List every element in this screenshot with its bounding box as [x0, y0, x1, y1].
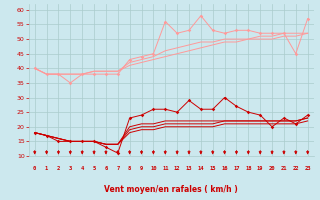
- X-axis label: Vent moyen/en rafales ( km/h ): Vent moyen/en rafales ( km/h ): [104, 185, 238, 194]
